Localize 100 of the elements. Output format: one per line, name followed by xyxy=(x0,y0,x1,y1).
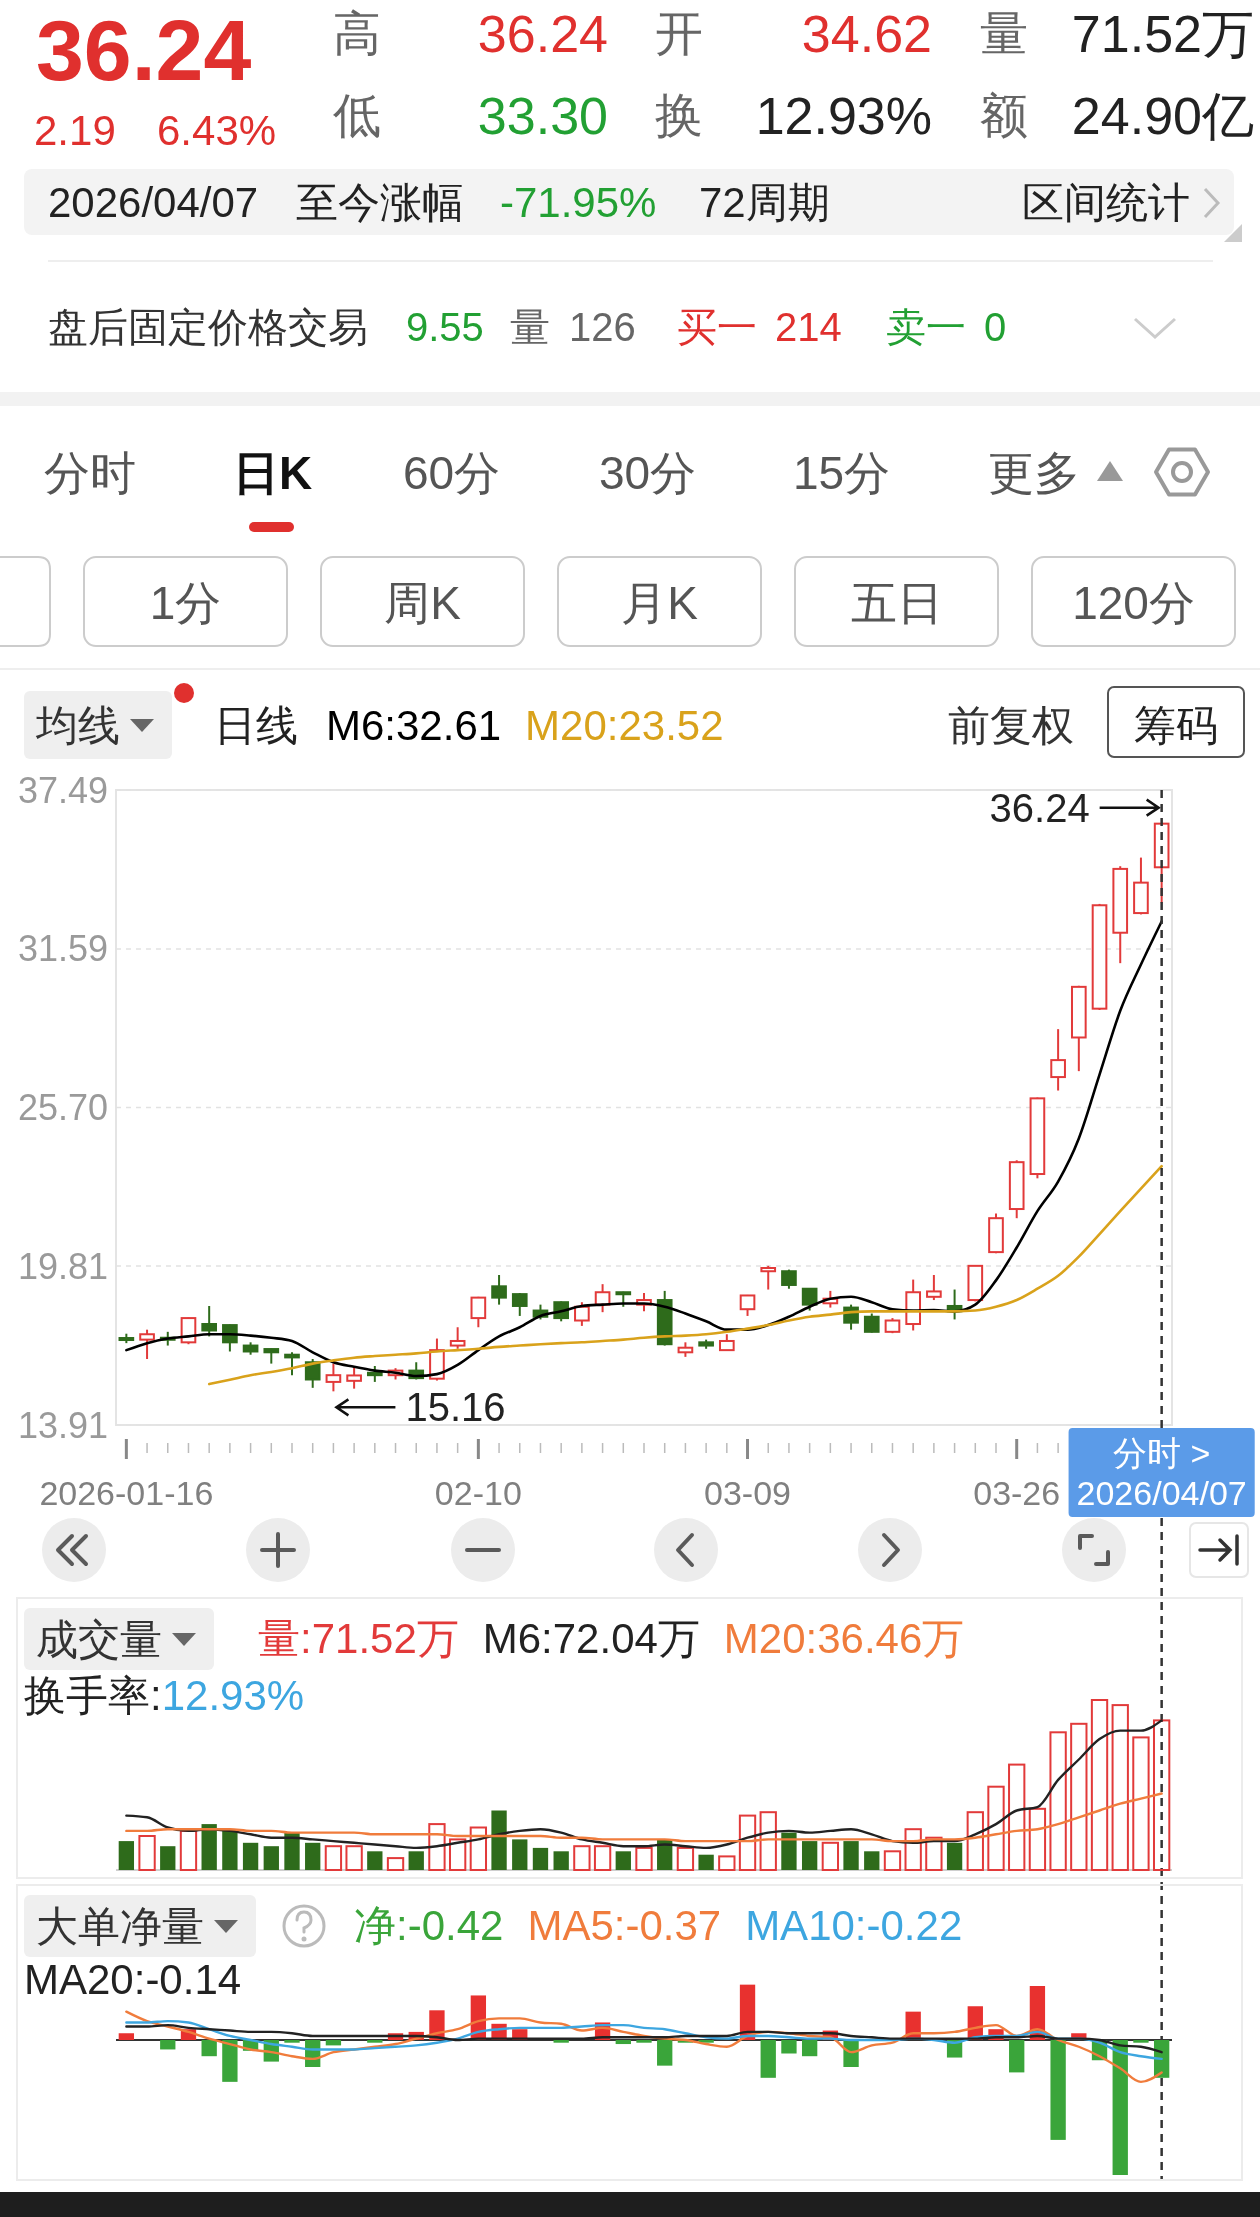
bar xyxy=(1090,1699,1109,1871)
text: MA10:-0.22 xyxy=(745,1902,963,1949)
bar xyxy=(1009,2040,1025,2073)
bar xyxy=(201,1824,217,1870)
bar xyxy=(160,1846,176,1870)
candlestick xyxy=(470,1295,487,1329)
bar xyxy=(367,2040,383,2043)
candlestick xyxy=(863,1312,880,1334)
candlestick xyxy=(739,1293,756,1317)
text: 区间统计 xyxy=(1022,179,1190,226)
bar xyxy=(469,1826,488,1871)
bar xyxy=(367,1851,383,1870)
bar xyxy=(118,2033,135,2040)
bar xyxy=(1070,1722,1088,1871)
text: 2026/04/07 xyxy=(48,179,259,226)
bar xyxy=(345,1845,363,1871)
text: 换 xyxy=(655,89,703,142)
text: 至今涨幅 xyxy=(296,179,464,226)
text: 五日 xyxy=(850,577,943,629)
text: 24.90亿 xyxy=(1071,87,1254,145)
bar xyxy=(1008,1763,1026,1871)
text: 214 xyxy=(775,305,842,349)
bar xyxy=(698,1854,714,1870)
bar xyxy=(759,1811,777,1871)
text: 分时 > xyxy=(1112,1434,1211,1472)
bar xyxy=(325,2040,342,2046)
candlestick xyxy=(139,1328,155,1361)
text: M6:32.61 xyxy=(326,702,502,749)
bar xyxy=(1132,1736,1150,1871)
y-tick-label: 25.70 xyxy=(17,1087,108,1128)
text: 6.43% xyxy=(157,107,277,154)
bar xyxy=(657,2040,673,2066)
bar xyxy=(448,1838,467,1871)
bar xyxy=(1028,1807,1047,1871)
bar xyxy=(1111,1704,1129,1871)
bar xyxy=(843,1841,859,1870)
bar xyxy=(573,1845,591,1871)
chart-subtitle: 日线 xyxy=(214,702,298,749)
text: 126 xyxy=(569,305,636,349)
line-series xyxy=(125,920,1163,1378)
bar xyxy=(883,1850,902,1871)
bar xyxy=(305,1842,321,1870)
text: 日K xyxy=(233,447,313,499)
candlestick xyxy=(926,1274,942,1302)
bar xyxy=(222,1829,238,1870)
x-tick-label: 2026/04/07 xyxy=(1076,1474,1247,1512)
bar xyxy=(242,1842,259,1870)
bar xyxy=(1133,2040,1149,2043)
bar xyxy=(760,2040,776,2078)
text: 33.30 xyxy=(477,87,608,145)
bar xyxy=(864,1851,880,1870)
bar xyxy=(821,1841,840,1871)
text: M6:72.04万 xyxy=(482,1615,700,1662)
text: -71.95% xyxy=(500,179,657,226)
candlestick xyxy=(491,1274,507,1306)
annotation: 36.24 xyxy=(989,785,1090,830)
text: M20:36.46万 xyxy=(723,1615,965,1662)
text: 量 xyxy=(980,7,1028,60)
series-label: 净:-0.42 xyxy=(354,1902,504,1949)
bar xyxy=(386,1857,405,1871)
text: 买一 xyxy=(677,305,757,349)
text: 卖一 xyxy=(886,305,966,349)
bar xyxy=(801,1841,818,1870)
y-tick-label: 37.49 xyxy=(17,769,108,811)
bar xyxy=(138,1835,156,1871)
annotation: 换手率:12.93% xyxy=(24,1672,305,1719)
x-tick-label: 02-10 xyxy=(434,1474,522,1512)
text: 120分 xyxy=(1072,577,1195,629)
text: 0 xyxy=(984,305,1007,349)
candlestick xyxy=(325,1362,342,1393)
text: 量:71.52万 xyxy=(258,1615,459,1662)
candlestick xyxy=(346,1365,362,1390)
bar xyxy=(222,2040,238,2082)
bar xyxy=(553,2040,569,2043)
text: 72周期 xyxy=(699,179,830,226)
series-label: MA5:-0.37 xyxy=(527,1902,722,1949)
text: 盘后固定价格交易 xyxy=(48,305,368,349)
x-tick-label: 03-09 xyxy=(704,1474,792,1512)
bar xyxy=(987,1785,1005,1871)
text: 更多 xyxy=(988,447,1080,499)
text: 12.93% xyxy=(755,87,932,145)
text: 36.24 xyxy=(36,2,252,98)
chart-title: 均线 xyxy=(35,702,120,750)
candlestick xyxy=(284,1351,300,1377)
bar xyxy=(593,1845,612,1871)
candlestick xyxy=(511,1292,528,1317)
text: 周K xyxy=(384,577,462,629)
text: 2.19 xyxy=(34,107,116,154)
bar xyxy=(781,2040,797,2054)
series-label: MA20:-0.14 xyxy=(24,1956,242,2003)
bar xyxy=(925,1836,943,1871)
annotation: 15.16 xyxy=(405,1385,506,1430)
bar xyxy=(801,2040,818,2057)
y-tick-label: 31.59 xyxy=(17,928,108,970)
text: 分时 xyxy=(44,447,136,499)
text: 60分 xyxy=(403,447,501,499)
bar xyxy=(532,1847,549,1870)
bar xyxy=(512,1839,528,1870)
bar xyxy=(408,1851,424,1870)
bar xyxy=(1050,2040,1066,2140)
